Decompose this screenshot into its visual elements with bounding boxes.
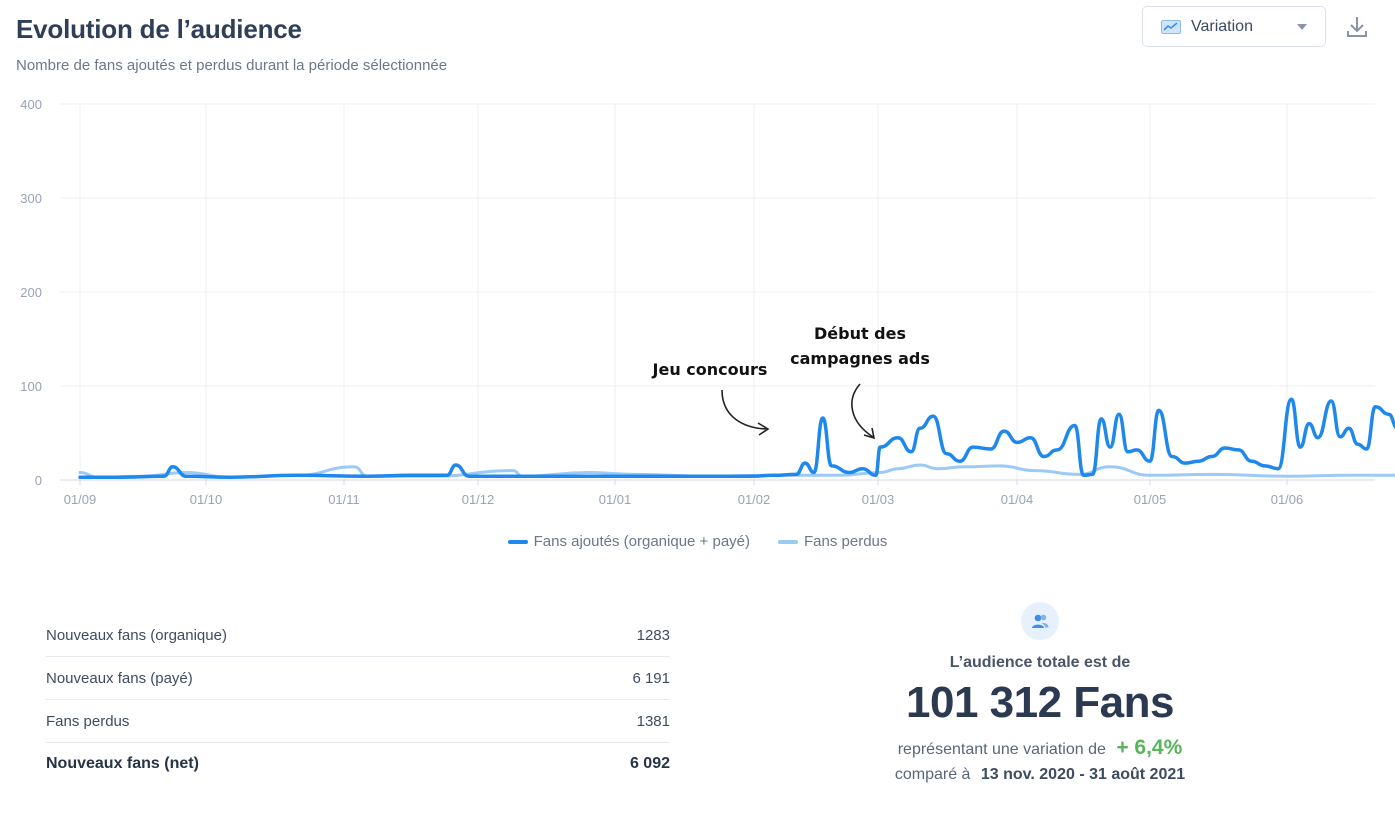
stats-row-organic: Nouveaux fans (organique) 1283 [46, 614, 670, 657]
annotation-jeu-concours: Jeu concours [652, 360, 768, 379]
x-axis-ticks: 01/09 01/10 01/11 01/12 01/01 01/02 01/03 01/04… [64, 480, 1304, 507]
y-tick-label: 400 [20, 97, 42, 112]
x-tick-label: 01/04 [1001, 492, 1034, 507]
annotation-debut-campagnes-line: Début des [814, 324, 906, 343]
compare-prefix: comparé à [894, 766, 971, 783]
chart-annotations: Jeu concours Début des campagnes ads [652, 324, 930, 440]
y-tick-label: 0 [35, 473, 42, 488]
stats-row-paid: Nouveaux fans (payé) 6 191 [46, 657, 670, 700]
line-chart-icon [1161, 19, 1181, 34]
y-tick-label: 300 [20, 191, 42, 206]
variation-prefix: représentant une variation de [897, 741, 1106, 758]
stats-value: 6 191 [632, 669, 670, 687]
stats-label: Nouveaux fans (payé) [46, 669, 193, 687]
legend-swatch-added [507, 539, 528, 544]
variation-value: + 6,4% [1116, 736, 1183, 759]
x-tick-label: 01/06 [1271, 492, 1304, 507]
y-tick-label: 100 [20, 379, 42, 394]
audience-summary: L’audience totale est de 101 312 Fans re… [780, 600, 1300, 784]
legend-swatch-lost [778, 539, 798, 544]
download-icon[interactable] [1345, 14, 1369, 40]
annotation-arrowhead-debut-campagnes [863, 427, 876, 440]
variation-select[interactable]: Variation [1142, 6, 1326, 47]
stats-row-net: Nouveaux fans (net) 6 092 [46, 743, 670, 785]
annotation-arrow-debut-campagnes [851, 383, 874, 438]
x-tick-label: 01/05 [1134, 492, 1167, 507]
stats-label: Fans perdus [46, 712, 130, 730]
users-icon-badge [1021, 602, 1059, 640]
stats-value: 1283 [636, 626, 670, 644]
chart-grid [60, 103, 1375, 481]
variation-select-label: Variation [1191, 17, 1253, 35]
stats-row-lost: Fans perdus 1381 [46, 700, 670, 743]
stats-table: Nouveaux fans (organique) 1283 Nouveaux … [46, 614, 670, 785]
summary-total: 101 312 Fans [906, 678, 1174, 727]
stats-label: Nouveaux fans (organique) [46, 626, 227, 644]
series-line-fans-added [78, 397, 1395, 479]
users-icon [1032, 614, 1049, 628]
chart-series [78, 397, 1395, 479]
legend-item-lost[interactable]: Fans perdus [778, 533, 887, 550]
chart-subtitle: Nombre de fans ajoutés et perdus durant … [16, 57, 448, 74]
chevron-down-icon [1297, 24, 1307, 30]
y-tick-label: 200 [20, 285, 42, 300]
x-tick-label: 01/10 [190, 492, 223, 507]
compare-range: 13 nov. 2020 - 31 août 2021 [980, 766, 1186, 783]
legend-label-lost: Fans perdus [804, 533, 888, 550]
x-tick-label: 01/03 [862, 492, 895, 507]
chart-legend: Fans ajoutés (organique + payé) Fans per… [0, 533, 1395, 550]
stats-value: 1381 [636, 712, 670, 730]
x-tick-label: 01/01 [599, 492, 632, 507]
x-tick-label: 01/09 [64, 492, 97, 507]
stats-value: 6 092 [629, 755, 670, 772]
legend-item-added[interactable]: Fans ajoutés (organique + payé) [507, 533, 750, 550]
x-tick-label: 01/02 [738, 492, 771, 507]
series-line-fans-lost [78, 463, 1395, 479]
summary-compare: comparé à 13 nov. 2020 - 31 août 2021 [780, 766, 1300, 784]
summary-lead: L’audience totale est de [949, 654, 1131, 671]
chart-title: Evolution de l’audience [16, 14, 302, 44]
stats-label: Nouveaux fans (net) [46, 755, 199, 772]
annotation-debut-campagnes-line: campagnes ads [790, 349, 930, 368]
legend-label-added: Fans ajoutés (organique + payé) [533, 533, 750, 550]
summary-variation: représentant une variation de + 6,4% [780, 736, 1300, 760]
x-tick-label: 01/11 [328, 492, 360, 507]
x-tick-label: 01/12 [462, 492, 495, 507]
y-axis-ticks: 0 100 200 300 400 [20, 97, 42, 488]
annotation-arrow-jeu-concours [721, 389, 767, 430]
annotation-arrowhead-jeu-concours [757, 422, 770, 436]
